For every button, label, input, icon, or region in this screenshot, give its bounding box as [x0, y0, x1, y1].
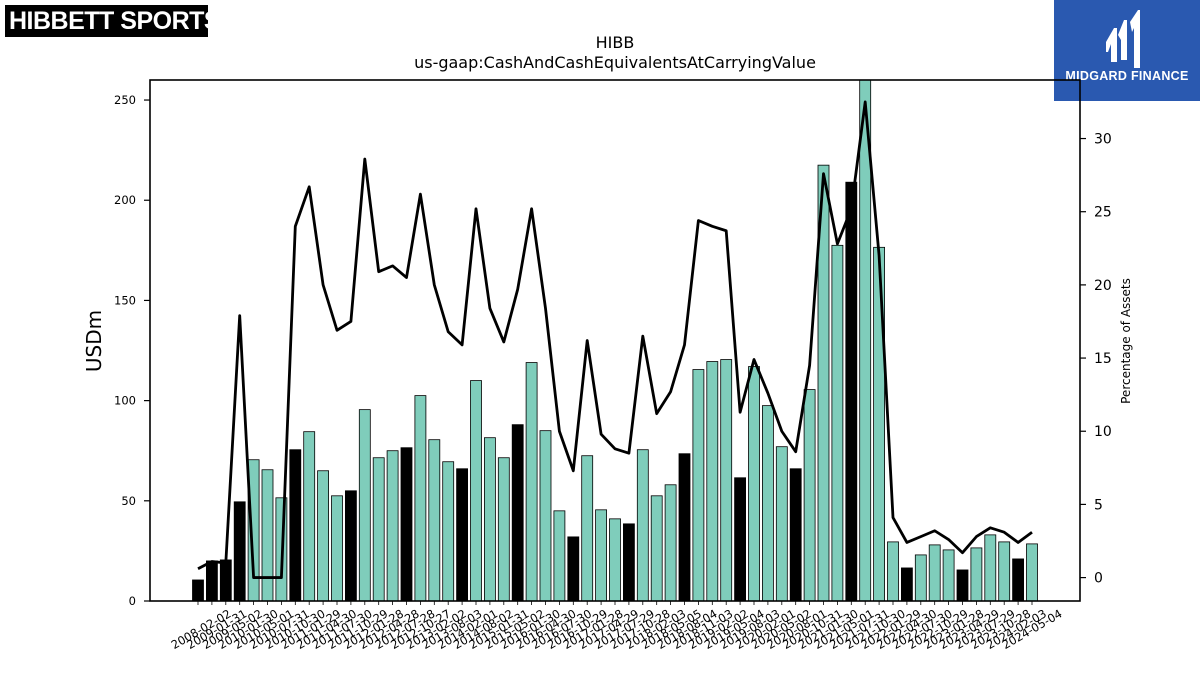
y2-axis-label: Percentage of Assets	[1119, 278, 1133, 404]
bar	[331, 495, 343, 601]
bar	[803, 389, 816, 601]
bar	[428, 439, 441, 601]
series-line	[197, 100, 1033, 579]
bar	[581, 455, 594, 601]
y2-tick-label: 5	[1094, 497, 1103, 513]
bar	[984, 534, 997, 601]
bar	[247, 459, 260, 601]
logo-right-text: MIDGARD FINANCE	[1065, 69, 1189, 83]
bar	[303, 431, 316, 601]
logo-left-text: HIBBETT SPORTS	[9, 7, 208, 35]
bar	[192, 579, 204, 601]
bar	[762, 405, 774, 601]
bar	[289, 449, 302, 601]
y-tick-label: 50	[121, 494, 136, 508]
bar	[664, 484, 677, 601]
y-tick-label: 0	[129, 594, 136, 608]
bar	[567, 536, 580, 601]
bar	[970, 547, 983, 601]
y2-tick-label: 25	[1094, 205, 1112, 221]
hibbett-sports-logo: HIBBETT SPORTS®	[5, 5, 208, 37]
bar	[539, 430, 552, 601]
y2-tick-label: 0	[1094, 571, 1103, 587]
bar	[845, 181, 858, 601]
bar	[831, 244, 844, 601]
bar	[748, 366, 760, 601]
bar	[998, 541, 1011, 601]
bar	[400, 447, 413, 601]
bar	[1026, 543, 1038, 601]
bar	[317, 470, 330, 601]
bar	[942, 549, 955, 601]
bar	[859, 80, 872, 601]
bar	[386, 450, 399, 601]
bar	[219, 559, 232, 601]
bar	[372, 457, 385, 601]
bar	[873, 246, 885, 601]
bar	[497, 457, 510, 601]
bar	[595, 509, 607, 601]
bar	[525, 362, 538, 601]
bar	[901, 567, 913, 601]
bar	[205, 560, 218, 601]
bar	[470, 380, 482, 601]
bar	[706, 361, 719, 601]
chart-subtitle: us-gaap:CashAndCashEquivalentsAtCarrying…	[414, 53, 816, 72]
x-axis: 2008-02-022009-01-312009-05-022010-01-30…	[169, 601, 1065, 652]
bar	[692, 369, 705, 601]
bar	[956, 569, 969, 601]
y2-tick-label: 15	[1094, 351, 1112, 367]
bar	[817, 164, 830, 601]
midgard-finance-logo: MIDGARD FINANCE	[1054, 0, 1200, 101]
bar	[720, 359, 733, 601]
bar	[344, 490, 357, 601]
bar	[775, 446, 788, 601]
bar	[928, 544, 941, 601]
bar	[483, 437, 496, 601]
bar	[914, 554, 927, 601]
bar	[623, 523, 635, 601]
bar	[1012, 558, 1024, 601]
y2-tick-label: 10	[1094, 424, 1112, 440]
bar	[456, 468, 469, 601]
bar	[734, 477, 746, 601]
midgard-m-mark-icon	[1106, 10, 1140, 68]
y-tick-label: 150	[114, 293, 136, 307]
bar	[636, 449, 649, 601]
bar	[789, 468, 802, 601]
y2-tick-label: 30	[1094, 132, 1112, 148]
bar	[609, 518, 621, 601]
y-axis: 0 50 100 150 200 250	[114, 93, 150, 608]
y-tick-label: 200	[114, 193, 136, 207]
bar	[414, 395, 427, 601]
bar	[261, 469, 274, 601]
y-tick-label: 250	[114, 93, 136, 107]
y2-axis: 0 5 10 15 20 25 30	[1080, 132, 1112, 587]
bar	[511, 424, 524, 601]
y-tick-label: 100	[114, 394, 136, 408]
bar	[887, 541, 899, 601]
bar	[553, 510, 566, 601]
bar	[358, 409, 371, 601]
bar	[650, 495, 663, 601]
line-layer	[197, 100, 1033, 579]
bar	[442, 461, 455, 601]
bar	[678, 453, 691, 601]
y-axis-label: USDm	[82, 310, 106, 372]
bar-layer	[192, 80, 1038, 601]
y2-tick-label: 20	[1094, 278, 1112, 294]
chart-title: HIBB	[596, 33, 635, 52]
bar	[233, 501, 246, 601]
